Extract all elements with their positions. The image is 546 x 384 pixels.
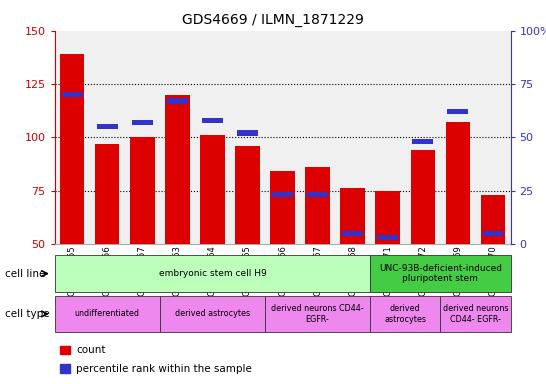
Bar bbox=[272, 192, 293, 197]
Bar bbox=[411, 150, 435, 244]
Bar bbox=[130, 137, 155, 244]
Bar bbox=[97, 124, 117, 129]
Bar bbox=[412, 139, 434, 144]
Bar bbox=[342, 230, 363, 236]
Text: embryonic stem cell H9: embryonic stem cell H9 bbox=[158, 269, 266, 278]
Bar bbox=[305, 167, 330, 244]
Text: UNC-93B-deficient-induced
pluripotent stem: UNC-93B-deficient-induced pluripotent st… bbox=[379, 264, 502, 283]
Bar bbox=[376, 190, 400, 244]
Bar bbox=[307, 192, 328, 197]
Bar bbox=[167, 98, 188, 104]
Text: cell line: cell line bbox=[5, 268, 46, 279]
Bar bbox=[60, 54, 85, 244]
Bar bbox=[270, 171, 295, 244]
Bar bbox=[200, 135, 225, 244]
Bar bbox=[448, 109, 468, 114]
Text: derived neurons CD44-
EGFR-: derived neurons CD44- EGFR- bbox=[271, 304, 364, 324]
Bar bbox=[132, 120, 153, 125]
Text: GDS4669 / ILMN_1871229: GDS4669 / ILMN_1871229 bbox=[182, 13, 364, 27]
Bar bbox=[95, 144, 120, 244]
Text: count: count bbox=[76, 345, 106, 355]
Text: derived
astrocytes: derived astrocytes bbox=[384, 304, 426, 324]
Bar bbox=[480, 195, 505, 244]
Text: cell type: cell type bbox=[5, 309, 50, 319]
Bar bbox=[483, 230, 503, 236]
Bar bbox=[165, 94, 189, 244]
Bar bbox=[202, 118, 223, 123]
Bar bbox=[377, 235, 398, 240]
Bar bbox=[235, 146, 260, 244]
Text: derived neurons
CD44- EGFR-: derived neurons CD44- EGFR- bbox=[443, 304, 508, 324]
Bar bbox=[62, 92, 82, 97]
Text: undifferentiated: undifferentiated bbox=[75, 310, 140, 318]
Bar bbox=[237, 130, 258, 136]
Text: derived astrocytes: derived astrocytes bbox=[175, 310, 250, 318]
Text: percentile rank within the sample: percentile rank within the sample bbox=[76, 364, 252, 374]
Bar bbox=[340, 189, 365, 244]
Bar bbox=[446, 122, 470, 244]
